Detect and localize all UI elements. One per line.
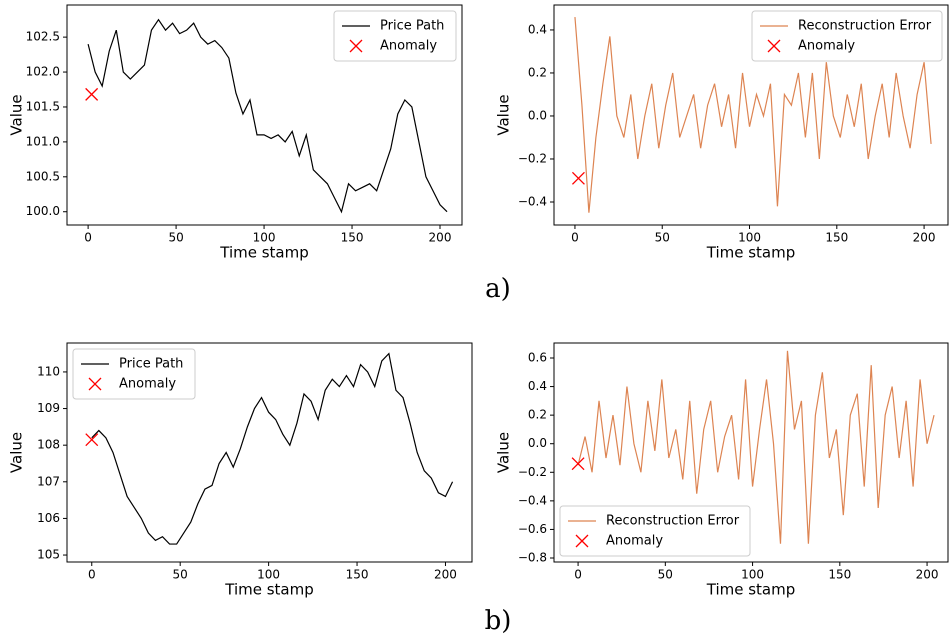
- caption: a): [485, 274, 511, 304]
- plot-area: [571, 16, 932, 213]
- legend: Price Path Anomaly: [333, 10, 457, 62]
- x-axis-label: Time stamp: [219, 244, 309, 262]
- x-tick-label: 0: [574, 568, 582, 582]
- y-tick-label: 0.0: [528, 108, 547, 122]
- x-tick-label: 50: [168, 231, 183, 245]
- legend-label: Reconstruction Error: [606, 514, 740, 529]
- x-axis-label: Time stamp: [706, 244, 796, 262]
- y-tick-label: 0.2: [528, 408, 547, 422]
- series-line: [91, 352, 454, 545]
- subplot: 105 106 107 108 109 110 0 50 100 150 200 Time stamp…: [8, 342, 473, 599]
- legend-box: [751, 10, 943, 62]
- y-axis-label: Value: [495, 432, 513, 473]
- legend-label: Price Path: [380, 19, 444, 34]
- x-axis-label: Time stamp: [706, 581, 796, 599]
- y-tick-label: −0.4: [518, 194, 547, 208]
- x-tick-label: 50: [655, 231, 670, 245]
- legend-label: Anomaly: [380, 39, 437, 54]
- y-tick-label: 101.5: [26, 99, 60, 113]
- plot-area: [571, 350, 935, 544]
- x-tick-label: 100: [257, 568, 280, 582]
- legend: Price Path Anomaly: [72, 348, 196, 400]
- y-tick-label: 106: [37, 511, 60, 525]
- subplot: −0.8 −0.6 −0.4 −0.2 0.0 0.2 0.4 0.6 0 50 100 150 200…: [495, 342, 949, 599]
- x-axis-label: Time stamp: [224, 581, 314, 599]
- legend-label: Price Path: [119, 357, 183, 372]
- anomaly-marker: [575, 534, 589, 548]
- plot-frame: [553, 4, 949, 226]
- plot-area: [85, 18, 448, 214]
- x-tick-label: 200: [916, 568, 939, 582]
- y-tick-label: 0.4: [528, 379, 547, 393]
- y-tick-label: 0.4: [528, 22, 547, 36]
- plot-area: [85, 352, 454, 545]
- legend-box: [559, 505, 751, 557]
- y-tick-label: 105: [37, 548, 60, 562]
- subplot: −0.4 −0.2 0.0 0.2 0.4 0 50 100 150 200 Time stamp V…: [495, 4, 949, 262]
- y-tick-label: 110: [37, 364, 60, 378]
- plot-frame: [66, 342, 473, 563]
- x-tick-label: 150: [825, 231, 848, 245]
- anomaly-marker: [85, 87, 99, 101]
- y-tick-label: 107: [37, 474, 60, 488]
- x-tick-label: 200: [429, 231, 452, 245]
- subplot: 100.0 100.5 101.0 101.5 102.0 102.5 0 50 100 150 2…: [8, 4, 463, 262]
- y-tick-label: 0.6: [528, 351, 547, 365]
- x-tick-label: 200: [434, 568, 457, 582]
- x-tick-label: 100: [738, 231, 761, 245]
- legend-box: [333, 10, 457, 62]
- y-tick-label: 109: [37, 401, 60, 415]
- y-tick-label: −0.8: [518, 551, 547, 565]
- x-tick-label: 0: [84, 231, 92, 245]
- legend: Reconstruction Error Anomaly: [559, 505, 751, 557]
- series-line: [574, 16, 932, 213]
- legend-label: Anomaly: [606, 534, 663, 549]
- anomaly-marker: [88, 377, 102, 391]
- x-tick-label: 150: [828, 568, 851, 582]
- anomaly-marker: [349, 39, 363, 53]
- y-tick-label: 100.5: [26, 169, 60, 183]
- y-tick-label: −0.2: [518, 151, 547, 165]
- series-line: [577, 350, 935, 544]
- x-tick-label: 100: [741, 568, 764, 582]
- y-tick-label: 0.0: [528, 436, 547, 450]
- y-axis-label: Value: [8, 94, 26, 135]
- x-tick-label: 50: [658, 568, 673, 582]
- plot-frame: [553, 342, 949, 563]
- x-tick-label: 150: [341, 231, 364, 245]
- legend-label: Reconstruction Error: [798, 19, 932, 34]
- x-tick-label: 200: [913, 231, 936, 245]
- y-tick-label: −0.6: [518, 522, 547, 536]
- anomaly-marker: [571, 457, 585, 471]
- y-tick-label: 100.0: [26, 204, 60, 218]
- anomaly-marker: [85, 433, 99, 447]
- series-line: [87, 18, 448, 214]
- y-tick-label: 108: [37, 438, 60, 452]
- anomaly-marker: [767, 39, 781, 53]
- y-tick-label: −0.4: [518, 493, 547, 507]
- x-tick-label: 50: [173, 568, 188, 582]
- x-tick-label: 150: [346, 568, 369, 582]
- legend-label: Anomaly: [119, 377, 176, 392]
- y-axis-label: Value: [495, 94, 513, 135]
- y-tick-label: −0.2: [518, 465, 547, 479]
- caption: b): [485, 606, 512, 636]
- x-tick-label: 0: [88, 568, 96, 582]
- legend-label: Anomaly: [798, 39, 855, 54]
- y-tick-label: 102.5: [26, 30, 60, 44]
- y-tick-label: 101.0: [26, 134, 60, 148]
- legend-box: [72, 348, 196, 400]
- x-tick-label: 100: [253, 231, 276, 245]
- y-tick-label: 102.0: [26, 65, 60, 79]
- y-axis-label: Value: [8, 432, 26, 473]
- legend: Reconstruction Error Anomaly: [751, 10, 943, 62]
- anomaly-marker: [571, 171, 585, 185]
- y-tick-label: 0.2: [528, 65, 547, 79]
- x-tick-label: 0: [571, 231, 579, 245]
- plot-frame: [66, 4, 463, 226]
